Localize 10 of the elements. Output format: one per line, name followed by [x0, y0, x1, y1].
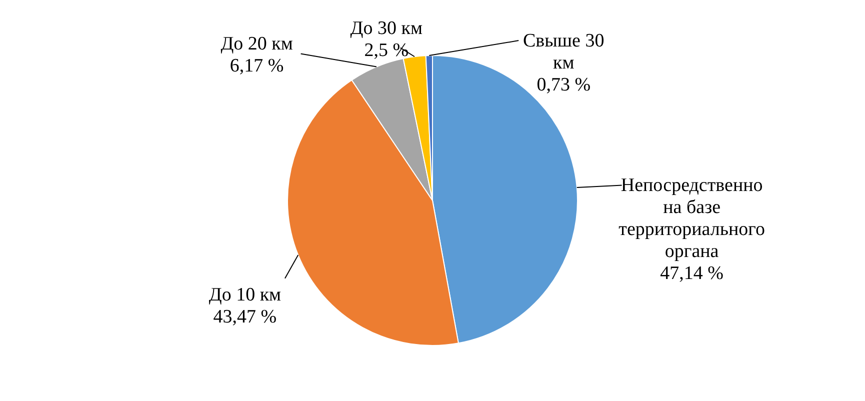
slice-label: До 20 км	[220, 34, 293, 55]
data-label: 47,14 %	[660, 263, 724, 284]
slice-label: Непосредственно на базе территориального органа	[618, 175, 765, 262]
data-label: 6,17 %	[230, 56, 284, 77]
data-label: 43,47 %	[213, 306, 277, 328]
data-label: 0,73 %	[536, 74, 591, 96]
slice-label: До 10 км	[208, 284, 282, 306]
slice-label: До 30 км	[350, 18, 423, 39]
data-label: 2,5 %	[364, 40, 409, 61]
slice-label: Свыше 30 км	[522, 30, 604, 74]
